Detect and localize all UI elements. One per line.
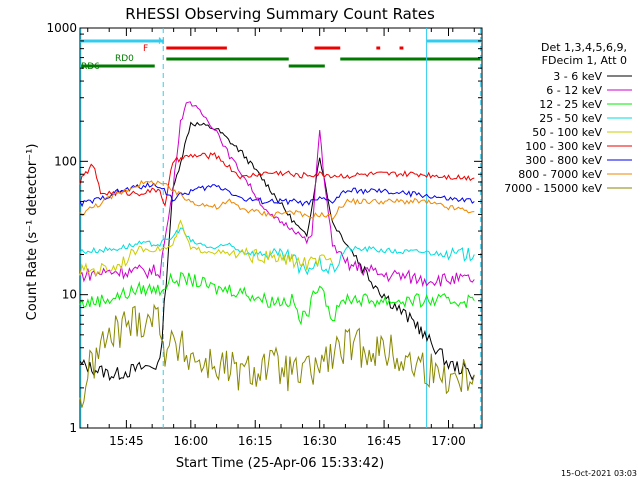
series-line	[79, 182, 475, 208]
legend-label: 25 - 50 keV	[539, 112, 602, 125]
legend-label: 50 - 100 keV	[532, 126, 602, 139]
series-line	[79, 121, 475, 382]
series-line	[79, 303, 475, 408]
x-tick-label: 16:00	[174, 434, 209, 448]
plot-frame	[79, 27, 483, 429]
legend-label: 800 - 7000 keV	[518, 168, 602, 181]
series-line	[79, 101, 475, 288]
legend-label: 12 - 25 keV	[539, 98, 602, 111]
y-tick-label: 1000	[46, 21, 77, 35]
series-line	[79, 179, 475, 221]
legend-label: 100 - 300 keV	[525, 140, 602, 153]
legend-label: 300 - 800 keV	[525, 154, 602, 167]
y-tick-label: 1	[69, 421, 77, 435]
x-tick-label: 16:45	[367, 434, 402, 448]
x-tick-label: 16:30	[302, 434, 337, 448]
footer-date: 15-Oct-2021 03:03	[561, 469, 637, 478]
legend-header: FDecim 1, Att 0	[542, 54, 627, 67]
legend-header: Det 1,3,4,5,6,9,	[541, 41, 627, 54]
y-tick-label: 100	[54, 154, 77, 168]
x-tick-label: 15:45	[109, 434, 144, 448]
plot-area	[79, 27, 483, 429]
series-line	[79, 227, 475, 276]
series-line	[79, 152, 475, 208]
x-axis-label: Start Time (25-Apr-06 15:33:42)	[176, 456, 384, 471]
legend: Det 1,3,4,5,6,9,FDecim 1, Att 0 3 - 6 keV…	[504, 41, 632, 195]
flag-label-rd6: RD6	[81, 62, 100, 72]
y-tick-label: 10	[62, 288, 77, 302]
series-line	[79, 272, 475, 326]
flag-label-rd0: RD0	[115, 54, 134, 64]
legend-label: 6 - 12 keV	[546, 84, 602, 97]
axes: 1 10 100 1000 15:45 16:00 16:15 16:30 16:45 17:00	[46, 21, 482, 448]
legend-label: 7000 - 15000 keV	[504, 182, 602, 195]
series-line	[79, 219, 333, 277]
y-axis-label: Count Rate (s⁻¹ detector⁻¹)	[25, 144, 40, 321]
legend-label: 3 - 6 keV	[553, 70, 602, 83]
flag-label-flare: F	[143, 44, 148, 54]
chart-title: RHESSI Observing Summary Count Rates	[125, 5, 435, 23]
x-tick-label: 16:15	[238, 434, 273, 448]
flag-bars: NF RD0 RD6	[80, 28, 482, 428]
x-tick-label: 17:00	[431, 434, 466, 448]
flag-label-night: N	[158, 37, 165, 47]
series-lines	[79, 101, 475, 408]
